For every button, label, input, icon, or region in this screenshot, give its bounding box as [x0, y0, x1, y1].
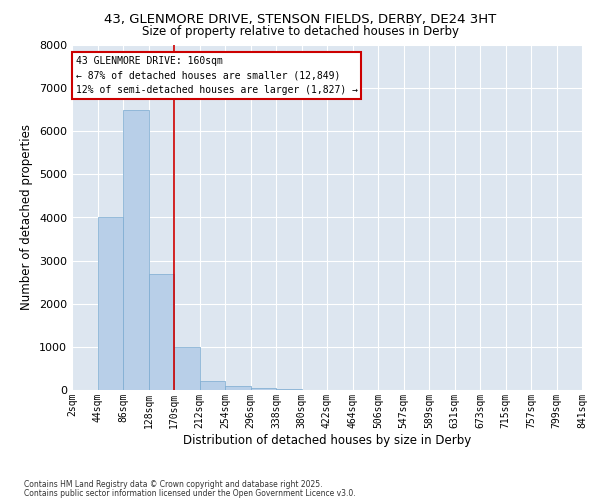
Bar — [225, 386, 251, 390]
Y-axis label: Number of detached properties: Number of detached properties — [20, 124, 34, 310]
Bar — [97, 218, 123, 390]
Bar — [123, 110, 149, 390]
X-axis label: Distribution of detached houses by size in Derby: Distribution of detached houses by size … — [183, 434, 471, 446]
Text: Size of property relative to detached houses in Derby: Size of property relative to detached ho… — [142, 25, 458, 38]
Bar — [276, 388, 302, 390]
Text: 43, GLENMORE DRIVE, STENSON FIELDS, DERBY, DE24 3HT: 43, GLENMORE DRIVE, STENSON FIELDS, DERB… — [104, 12, 496, 26]
Bar — [199, 382, 225, 390]
Text: 43 GLENMORE DRIVE: 160sqm
← 87% of detached houses are smaller (12,849)
12% of s: 43 GLENMORE DRIVE: 160sqm ← 87% of detac… — [76, 56, 358, 96]
Bar — [149, 274, 174, 390]
Text: Contains public sector information licensed under the Open Government Licence v3: Contains public sector information licen… — [24, 488, 356, 498]
Bar — [251, 388, 276, 390]
Text: Contains HM Land Registry data © Crown copyright and database right 2025.: Contains HM Land Registry data © Crown c… — [24, 480, 323, 489]
Bar — [174, 347, 199, 390]
